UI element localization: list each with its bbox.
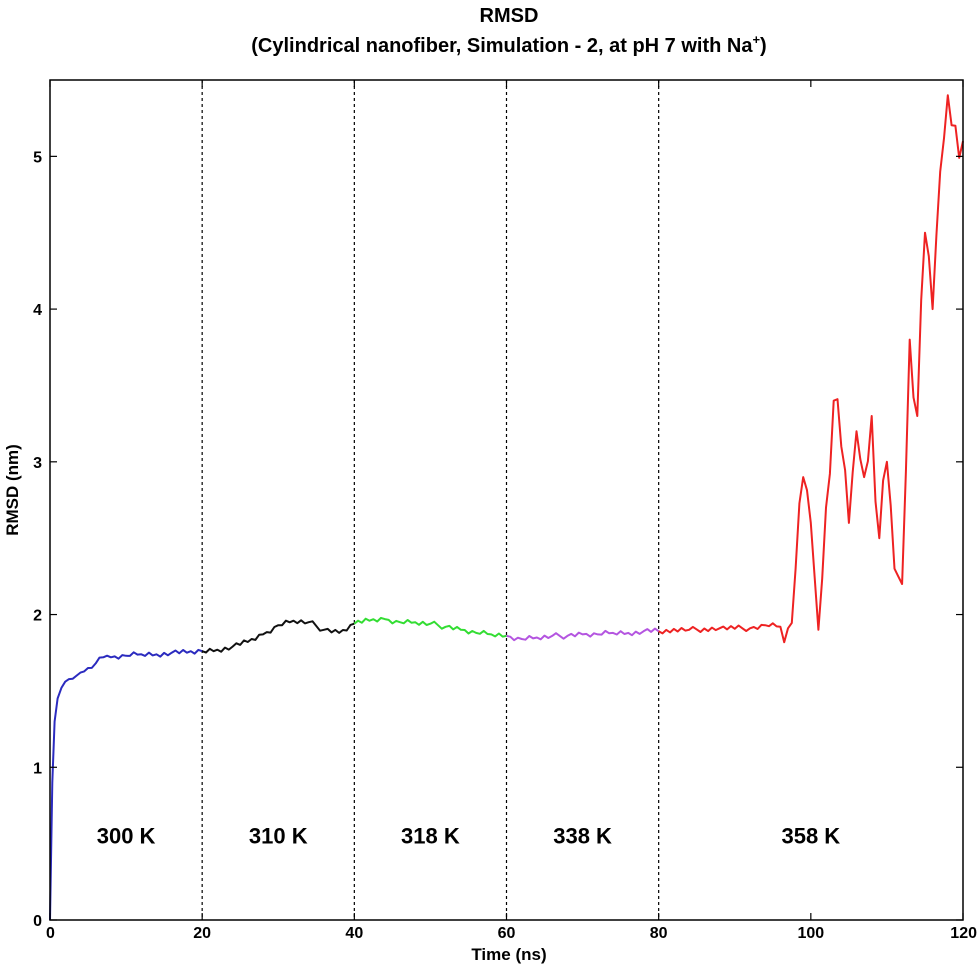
x-tick-label: 60 [498, 925, 516, 942]
x-tick-label: 80 [650, 925, 668, 942]
x-tick-label: 40 [345, 925, 363, 942]
temperature-label-3: 318 K [401, 824, 460, 849]
x-tick-label: 100 [797, 925, 824, 942]
series-line-1 [49, 648, 203, 921]
x-axis-label: Time (ns) [471, 945, 546, 964]
x-tick-label: 20 [193, 925, 211, 942]
chart-title: RMSD [480, 5, 539, 27]
temperature-label-1: 300 K [97, 824, 156, 849]
y-tick-label: 2 [33, 608, 42, 625]
series-line-3 [353, 616, 507, 638]
chart-subtitle-main: (Cylindrical nanofiber, Simulation - 2, … [251, 35, 753, 57]
chart-subtitle-superscript: + [752, 32, 760, 47]
y-tick-label: 5 [33, 149, 42, 166]
series-line-2 [201, 619, 355, 654]
chart-subtitle-end: ) [760, 35, 767, 57]
tick-labels: 0 20 40 60 80 100 120 0 1 2 3 4 5 [33, 149, 977, 942]
y-tick-label: 4 [33, 302, 42, 319]
temperature-label-2: 310 K [249, 824, 308, 849]
x-tick-label: 0 [46, 925, 55, 942]
series-line-5 [658, 94, 964, 644]
series-line-4 [506, 627, 660, 642]
plot-frame [49, 79, 964, 921]
temperature-labels: 300 K 310 K 318 K 338 K 358 K [97, 824, 841, 849]
temperature-dividers [201, 80, 660, 920]
temperature-label-4: 338 K [553, 824, 612, 849]
y-tick-label: 0 [33, 913, 42, 930]
rmsd-series [49, 94, 964, 921]
y-tick-label: 3 [33, 455, 42, 472]
chart-subtitle: (Cylindrical nanofiber, Simulation - 2, … [251, 32, 766, 57]
temperature-label-5: 358 K [781, 824, 840, 849]
y-tick-label: 1 [33, 760, 42, 777]
y-axis-label: RMSD (nm) [3, 444, 22, 536]
x-tick-label: 120 [950, 925, 977, 942]
